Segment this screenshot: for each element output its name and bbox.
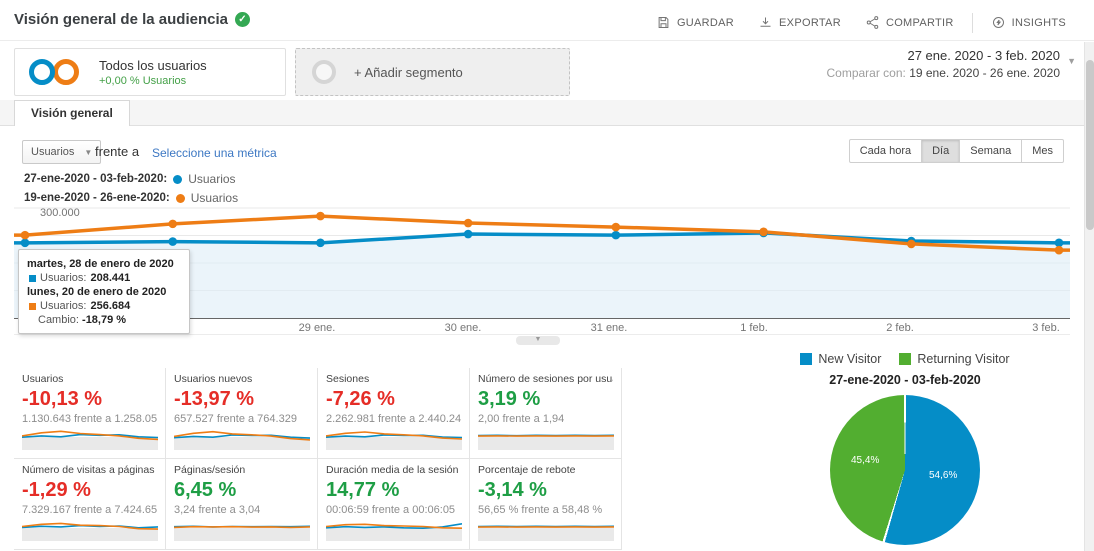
export-button[interactable]: EXPORTAR	[748, 9, 851, 36]
date-range-compare: Comparar con: 19 ene. 2020 - 26 ene. 202…	[826, 66, 1060, 80]
chart-tooltip: martes, 28 de enero de 2020 Usuarios: 208…	[18, 249, 190, 334]
vs-label: frente a	[95, 144, 140, 159]
card-sesiones-por-usuario: Número de sesiones por usuario 3,19 % 2,…	[470, 368, 622, 459]
insights-button[interactable]: INSIGHTS	[981, 9, 1076, 36]
granularity-week-button[interactable]: Semana	[960, 139, 1023, 163]
visitor-type-pie-chart[interactable]: 54,6% 45,4%	[830, 395, 980, 545]
date-range-selector[interactable]: 27 ene. 2020 - 3 feb. 2020 Comparar con:…	[826, 48, 1076, 80]
granularity-day-button[interactable]: Día	[922, 139, 961, 163]
scrollbar-handle[interactable]	[1086, 60, 1094, 230]
segment-band: Todos los usuarios +0,00 % Usuarios + Añ…	[0, 42, 1094, 100]
page-title: Visión general de la audiencia	[14, 11, 228, 28]
card-usuarios: Usuarios -10,13 % 1.130.643 frente a 1.2…	[14, 368, 166, 459]
segment-delta: +0,00 % Usuarios	[99, 74, 187, 87]
granularity-hour-button[interactable]: Cada hora	[848, 139, 923, 163]
sparkline-chart	[173, 430, 311, 450]
sparkline-chart	[325, 523, 463, 541]
legend-previous-period: 19-ene-2020 - 26-ene-2020: Usuarios	[24, 191, 239, 205]
blue-series-dot-icon	[173, 174, 183, 184]
sparkline-chart	[21, 522, 159, 541]
save-icon	[658, 17, 669, 28]
legend-current-period: 27-ene-2020 - 03-feb-2020: Usuarios	[24, 172, 236, 186]
pie-slice-label-new: 54,6%	[929, 470, 958, 481]
select-metric-link[interactable]: Seleccione una métrica	[152, 146, 277, 160]
export-icon	[760, 17, 771, 27]
actions-divider	[971, 12, 973, 33]
sparkline-chart	[173, 525, 311, 541]
segment-name: Todos los usuarios	[99, 57, 207, 73]
chevron-down-icon: ▼	[1067, 56, 1076, 66]
add-segment-label: + Añadir segmento	[354, 64, 463, 80]
card-porcentaje-rebote: Porcentaje de rebote -3,14 % 56,65 % fre…	[470, 459, 622, 550]
segment-rings-icon	[29, 58, 87, 86]
add-segment-button[interactable]: + Añadir segmento	[295, 48, 570, 96]
orange-series-dot-icon	[175, 193, 185, 203]
date-range-primary: 27 ene. 2020 - 3 feb. 2020	[907, 48, 1060, 63]
line-chart-svg	[14, 207, 1070, 319]
blue-square-icon	[29, 274, 36, 282]
card-usuarios-nuevos: Usuarios nuevos -13,97 % 657.527 frente …	[166, 368, 318, 459]
card-sesiones: Sesiones -7,26 % 2.262.981 frente a 2.44…	[318, 368, 470, 459]
save-button[interactable]: GUARDAR	[646, 9, 744, 36]
metric-cards: Usuarios -10,13 % 1.130.643 frente a 1.2…	[14, 368, 622, 550]
segment-all-users[interactable]: Todos los usuarios +0,00 % Usuarios	[14, 48, 286, 96]
visitor-type-pie-section: New Visitor Returning Visitor 27-ene-202…	[740, 352, 1070, 551]
granularity-toggle: Cada hora Día Semana Mes	[848, 139, 1064, 163]
share-button[interactable]: COMPARTIR	[855, 9, 964, 36]
header-actions: GUARDAR EXPORTAR COMPARTIR INSIGHTS	[646, 9, 1076, 36]
card-paginas-sesion: Páginas/sesión 6,45 % 3,24 frente a 3,04	[166, 459, 318, 550]
tab-overview[interactable]: Visión general	[14, 100, 130, 126]
add-segment-circle-icon	[312, 60, 336, 84]
vertical-scrollbar[interactable]	[1084, 42, 1094, 551]
insights-icon	[992, 17, 1004, 28]
y-axis-label: 300.000	[40, 207, 80, 219]
tab-strip: Visión general	[0, 100, 1094, 126]
sparkline-chart	[477, 525, 615, 541]
users-line-chart[interactable]: 300.000 martes, 28 de enero de 2020 Usua…	[14, 204, 1070, 334]
orange-square-icon	[29, 302, 36, 310]
pie-legend-new-visitor: New Visitor	[800, 352, 881, 366]
green-square-icon	[899, 353, 912, 365]
blue-square-icon	[800, 353, 813, 365]
sparkline-chart	[21, 430, 159, 450]
metric-select-dropdown[interactable]: Usuarios ▼	[22, 140, 102, 164]
pie-legend-returning-visitor: Returning Visitor	[899, 352, 1010, 366]
chevron-down-icon: ▼	[84, 147, 93, 157]
sparkline-chart	[477, 434, 615, 450]
pie-slice-label-returning: 45,4%	[851, 455, 880, 466]
card-visitas-paginas: Número de visitas a páginas -1,29 % 7.32…	[14, 459, 166, 550]
sparkline-chart	[325, 431, 463, 450]
header-bar: Visión general de la audiencia ✓ GUARDAR…	[0, 0, 1094, 41]
granularity-month-button[interactable]: Mes	[1022, 139, 1064, 163]
pie-legend: New Visitor Returning Visitor	[740, 352, 1070, 366]
card-duracion-sesion: Duración media de la sesión 14,77 % 00:0…	[318, 459, 470, 550]
verified-check-icon: ✓	[234, 12, 250, 27]
pie-title: 27-ene-2020 - 03-feb-2020	[829, 373, 981, 387]
share-icon	[866, 16, 879, 29]
chart-collapse-handle[interactable]: ▼	[516, 336, 560, 345]
